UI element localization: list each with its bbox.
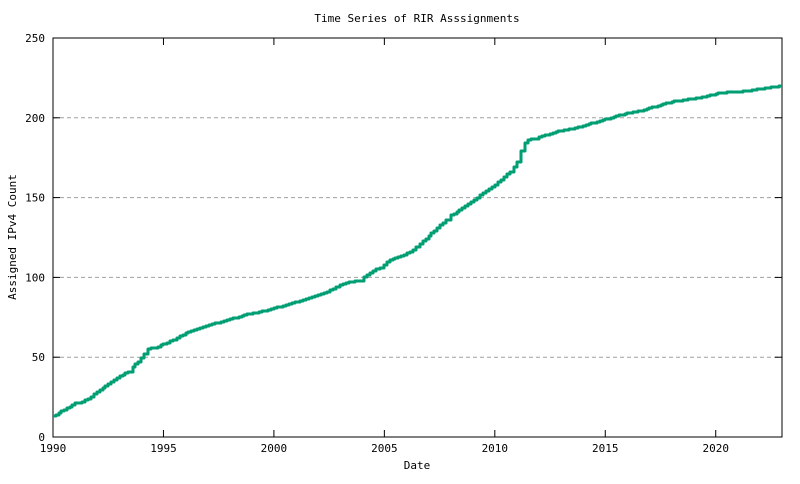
xtick-label: 1995 xyxy=(150,442,177,455)
xtick-label: 1990 xyxy=(40,442,67,455)
data-series xyxy=(53,84,782,418)
ytick-label: 200 xyxy=(25,112,45,125)
xtick-label: 2010 xyxy=(482,442,509,455)
tick-labels: 0 50 100 150 200 250 1990 1995 2000 2005 2010 2015 2… xyxy=(25,32,729,455)
gridlines xyxy=(53,117,782,358)
xtick-label: 2000 xyxy=(261,442,288,455)
ytick-label: 100 xyxy=(25,271,45,284)
plot-border xyxy=(52,37,783,438)
chart-title: Time Series of RIR Asssignments xyxy=(314,12,519,25)
axis-ticks xyxy=(52,37,782,438)
ytick-label: 50 xyxy=(32,351,45,364)
y-axis-label: Assigned IPv4 Count xyxy=(6,174,19,300)
x-axis-label: Date xyxy=(404,459,431,472)
ytick-label: 150 xyxy=(25,192,45,205)
series-line-assigned-ipv4-count xyxy=(53,84,782,418)
xtick-label: 2020 xyxy=(702,442,729,455)
xtick-label: 2005 xyxy=(371,442,398,455)
ytick-label: 250 xyxy=(25,32,45,45)
xtick-label: 2015 xyxy=(592,442,619,455)
ytick-label: 0 xyxy=(38,431,45,444)
